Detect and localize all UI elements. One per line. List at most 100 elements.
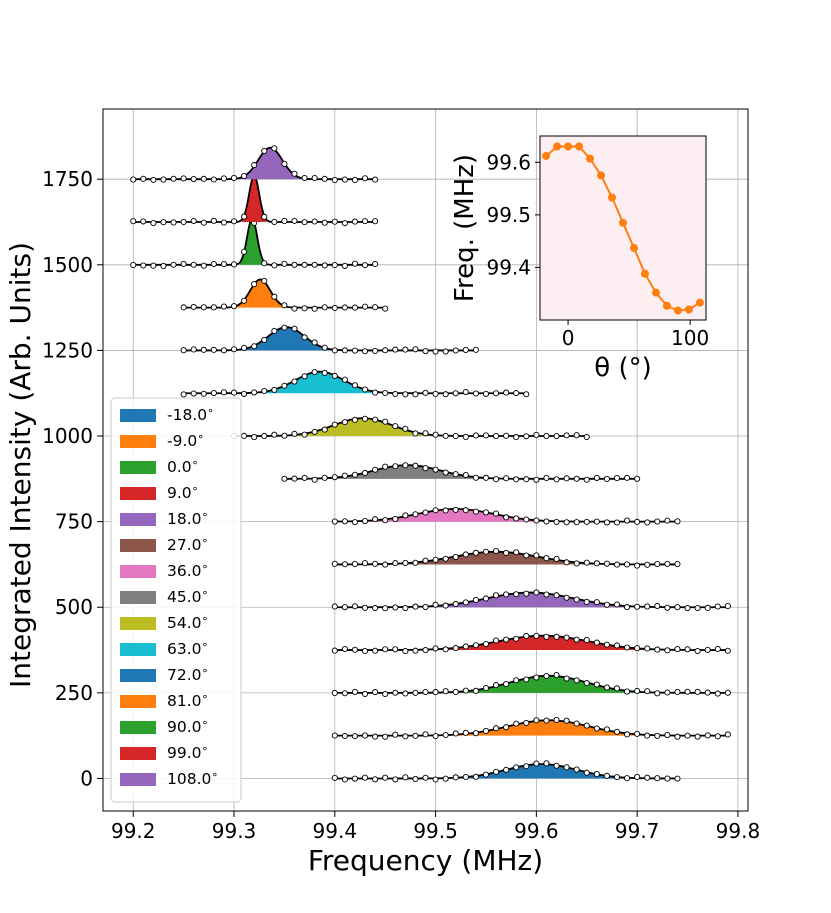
data-point (251, 389, 258, 396)
degree-symbol: ∘ (202, 716, 209, 729)
data-point (513, 764, 520, 771)
legend-swatch (120, 435, 156, 448)
data-point (583, 476, 590, 483)
data-point (372, 176, 379, 183)
fit-curve (334, 674, 728, 694)
data-point (361, 262, 369, 269)
data-point (482, 771, 490, 778)
data-point (402, 690, 409, 697)
data-point (422, 603, 429, 611)
data-point (513, 515, 520, 522)
data-point (341, 518, 348, 525)
data-point (714, 645, 721, 653)
data-point (170, 219, 177, 226)
data-point (482, 640, 490, 648)
data-point (694, 604, 701, 612)
data-point (412, 511, 419, 518)
legend-swatch (120, 565, 156, 578)
data-point (674, 646, 681, 653)
data-point (351, 775, 359, 782)
data-point (503, 681, 510, 688)
data-point (482, 509, 490, 516)
data-point (533, 717, 540, 724)
data-point (361, 386, 369, 393)
legend-swatch (120, 721, 156, 734)
data-point (563, 475, 570, 482)
data-point (412, 732, 419, 739)
data-point (442, 775, 449, 782)
data-point (382, 463, 389, 470)
data-point (291, 475, 298, 482)
data-point (402, 512, 409, 519)
data-point (412, 430, 419, 437)
data-point (503, 514, 510, 521)
data-point (190, 303, 197, 310)
data-point (261, 147, 268, 154)
data-point (533, 517, 540, 524)
data-point (644, 774, 651, 781)
legend-label: 63.0∘ (167, 638, 208, 658)
data-point (281, 217, 288, 224)
data-point (382, 605, 389, 612)
data-point (341, 776, 348, 783)
data-point (603, 726, 610, 733)
peak-fill (239, 327, 333, 351)
data-point (462, 773, 469, 781)
data-point (694, 688, 701, 695)
data-point (341, 690, 348, 697)
x-tick-label: 99.3 (212, 819, 257, 843)
data-point (513, 434, 520, 441)
x-tick-label: 99.4 (313, 819, 358, 843)
data-point (593, 599, 600, 606)
data-point (402, 559, 409, 567)
legend-swatch (120, 487, 156, 500)
degree-symbol: ∘ (202, 560, 209, 573)
data-point (271, 431, 278, 438)
data-point (311, 369, 318, 376)
data-point (543, 474, 550, 482)
data-point (382, 347, 389, 354)
data-point (311, 305, 318, 312)
data-point (281, 324, 288, 331)
fit-curve (334, 591, 728, 609)
data-point (372, 304, 379, 311)
data-point (624, 775, 631, 782)
data-point (200, 304, 207, 311)
data-point (331, 603, 338, 610)
data-point (654, 561, 661, 568)
data-point (241, 390, 248, 397)
peak-trace (331, 632, 731, 655)
data-point (301, 334, 308, 341)
data-point (210, 176, 217, 183)
data-point (220, 389, 227, 396)
data-point (563, 432, 570, 439)
data-point (603, 560, 610, 567)
data-point (624, 561, 631, 568)
data-point (452, 390, 459, 397)
data-point (492, 637, 500, 644)
data-point (462, 346, 469, 353)
data-point (372, 516, 379, 523)
data-point (331, 347, 338, 354)
data-point (674, 688, 681, 696)
data-point (301, 219, 308, 226)
data-point (482, 548, 490, 555)
data-point (482, 595, 490, 602)
data-point (220, 175, 227, 182)
data-point (130, 176, 137, 183)
data-point (432, 689, 439, 696)
inset-point (575, 142, 584, 151)
data-point (321, 175, 328, 182)
data-point (563, 717, 570, 724)
data-point (311, 476, 318, 483)
data-point (241, 248, 248, 255)
data-point (180, 304, 187, 311)
data-point (533, 632, 540, 639)
data-point (644, 688, 651, 695)
data-point (341, 419, 348, 426)
degree-symbol: ∘ (202, 664, 209, 677)
inset-frame (539, 135, 707, 321)
data-point (361, 303, 369, 310)
data-point (271, 386, 278, 393)
